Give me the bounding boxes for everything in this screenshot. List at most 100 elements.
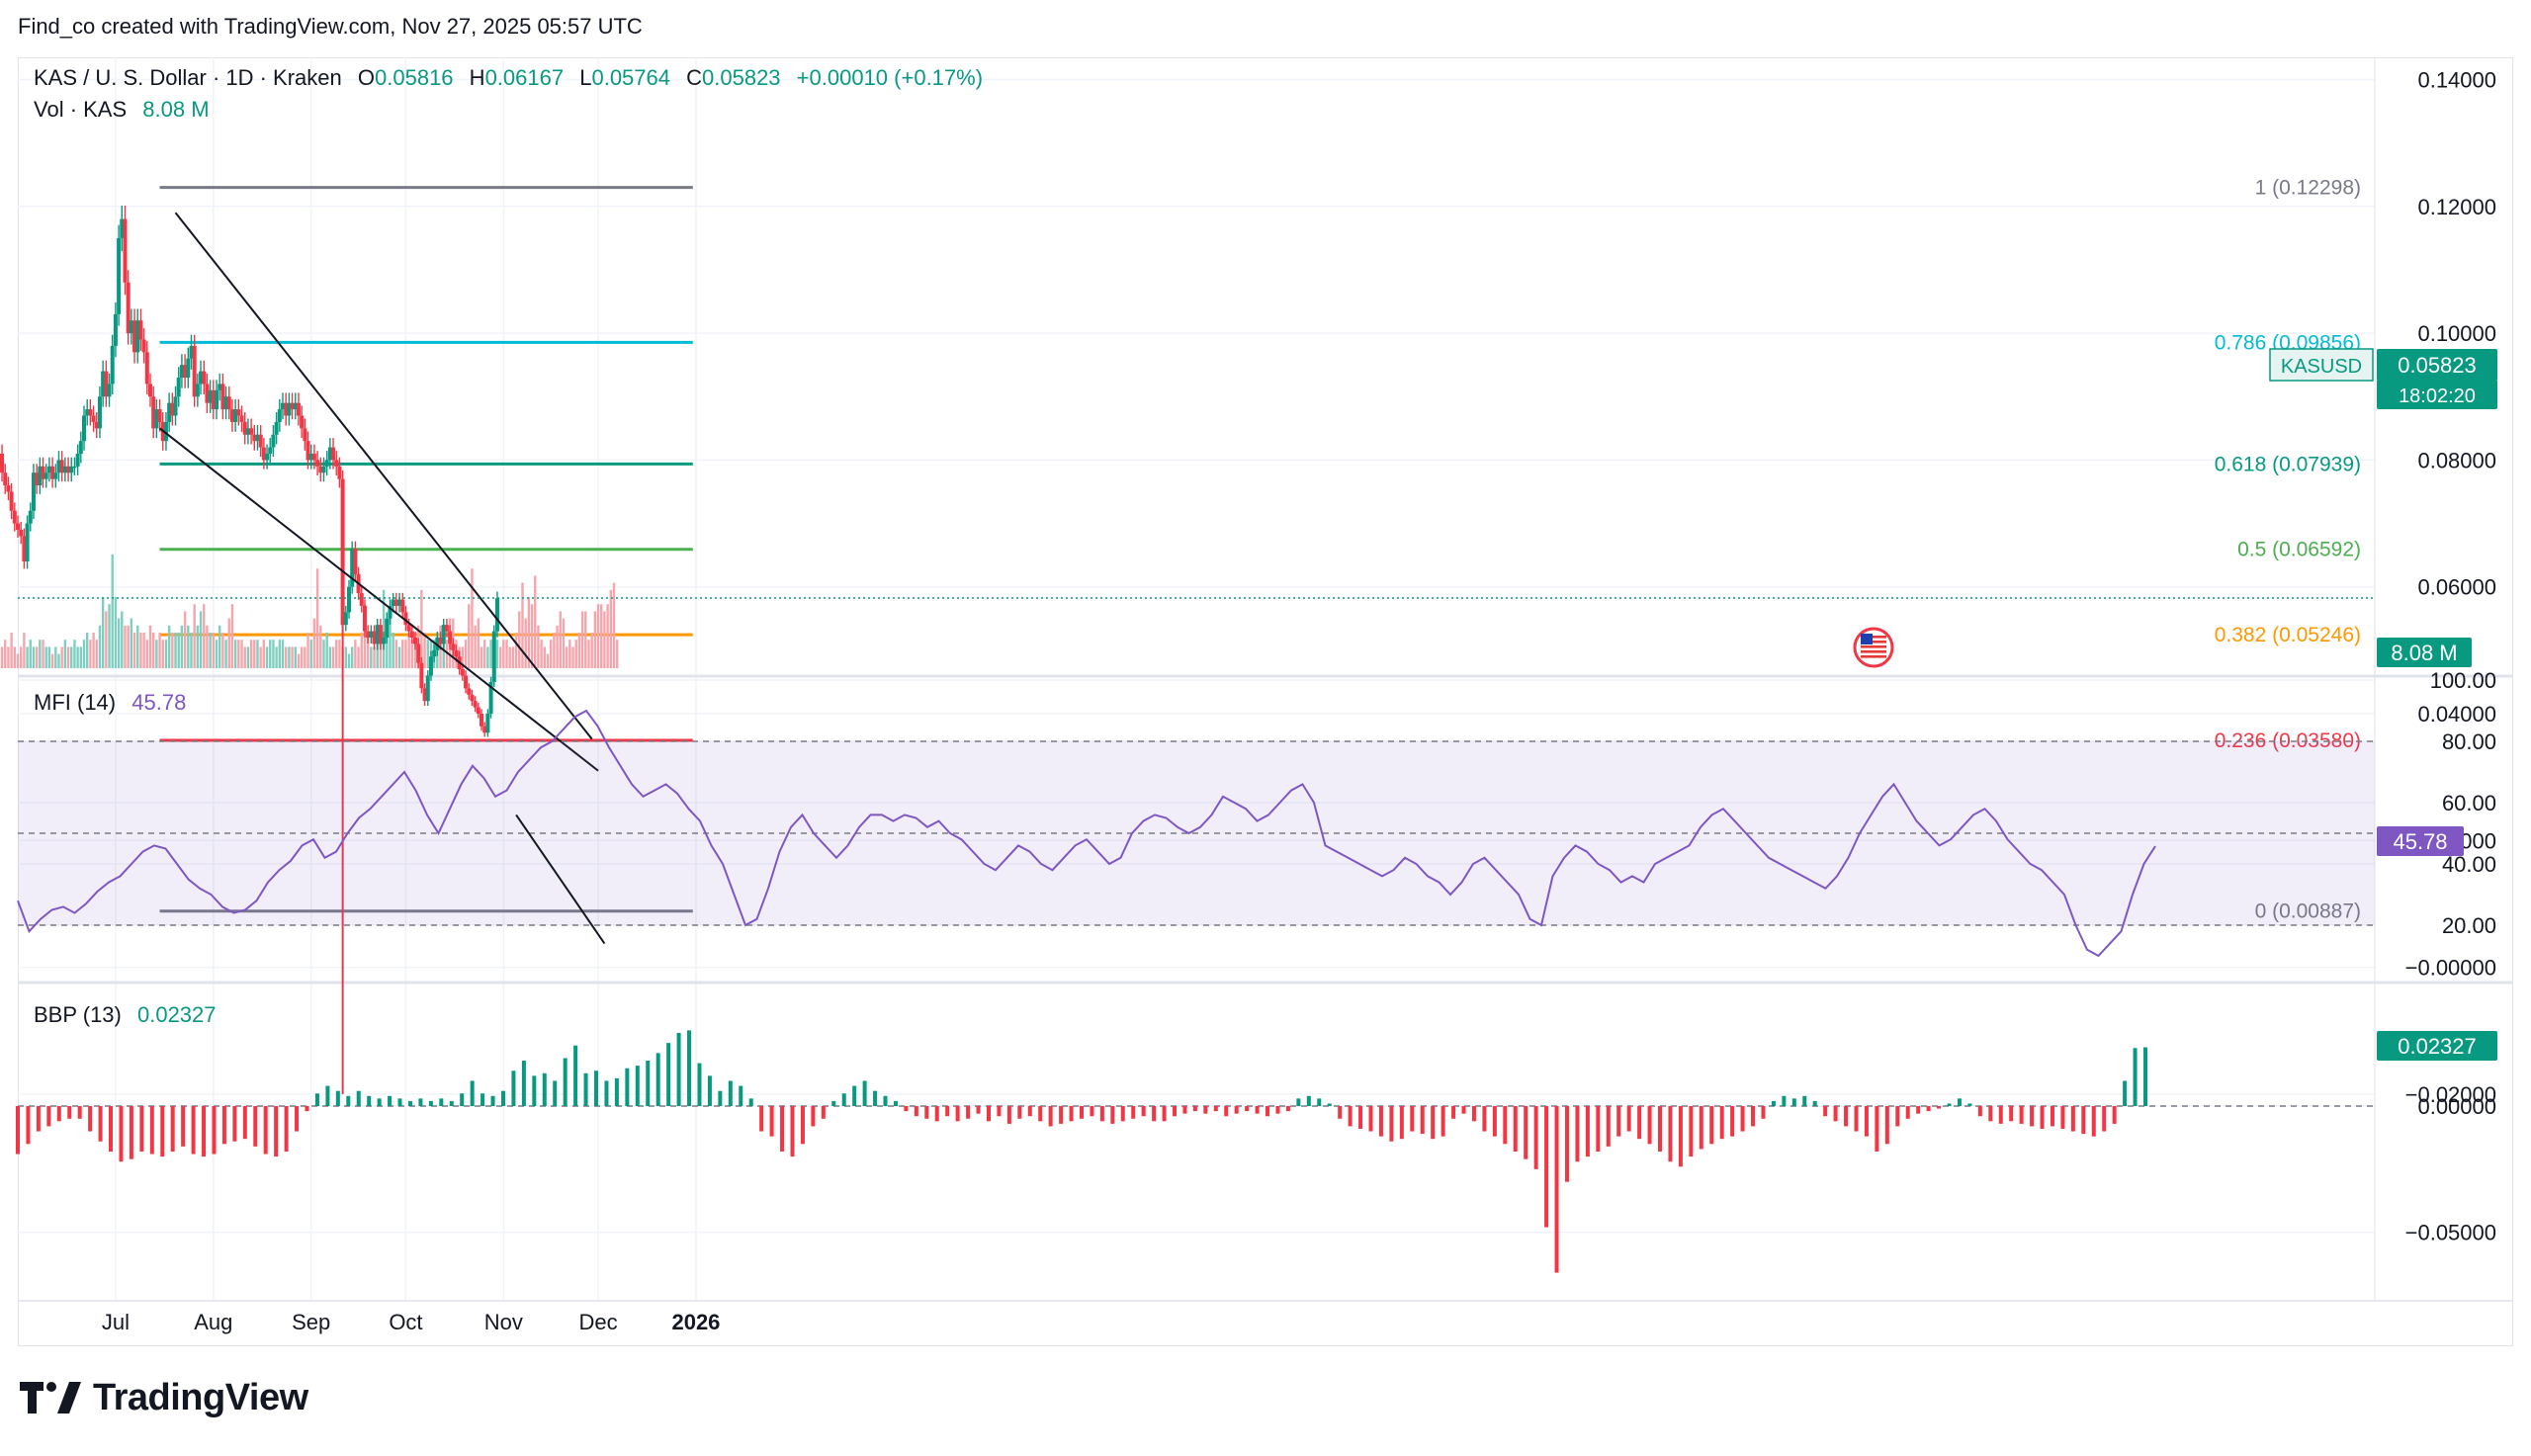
candle-body	[141, 339, 146, 353]
price-tick: 0.06000	[2417, 575, 2496, 600]
bbp-bar	[1740, 1106, 1745, 1132]
bbp-bar	[1575, 1106, 1580, 1162]
volume-bar	[574, 640, 577, 668]
bbp-bar	[666, 1043, 671, 1106]
bbp-bar	[335, 1090, 340, 1106]
bbp-bar	[1090, 1106, 1094, 1117]
bbp-bar	[1616, 1106, 1621, 1137]
bbp-bar	[1895, 1106, 1900, 1127]
tradingview-logo-icon	[20, 1382, 81, 1413]
volume-bar	[190, 633, 193, 668]
candle-body	[59, 460, 64, 473]
candle-body	[494, 598, 499, 632]
bbp-bar	[1059, 1106, 1064, 1124]
symbol-badge-text: KASUSD	[2281, 356, 2362, 378]
bbp-bar	[1689, 1106, 1694, 1157]
price-badge: 0.05823	[2377, 349, 2497, 381]
candle-body	[9, 491, 14, 511]
mfi-line	[17, 709, 2156, 958]
bbp-title[interactable]: BBP (13)	[34, 1002, 122, 1027]
bbp-bar	[1884, 1106, 1889, 1145]
countdown-badge-bg	[2377, 380, 2497, 409]
volume-bar	[464, 640, 468, 668]
candle-body	[464, 675, 469, 689]
bbp-bar	[852, 1085, 857, 1106]
candle-body	[359, 593, 364, 606]
candle-body	[120, 218, 125, 238]
time-tick: 2026	[671, 1310, 720, 1334]
bbp-bar	[997, 1106, 1002, 1117]
symbol-title[interactable]: KAS / U. S. Dollar · 1D · Kraken	[34, 65, 342, 90]
volume-bar	[262, 640, 266, 668]
volume-bar	[495, 640, 499, 668]
volume-bar	[593, 611, 597, 668]
candle-body	[12, 510, 17, 524]
volume-bar	[111, 554, 114, 668]
bbp-bar	[500, 1090, 505, 1106]
volume-label[interactable]: Vol · KAS	[34, 97, 128, 122]
volume-bar	[420, 589, 423, 668]
candle-body	[25, 523, 30, 562]
volume-bar	[114, 597, 118, 668]
volume-bar	[19, 646, 23, 668]
bbp-bar	[170, 1106, 175, 1152]
bbp-bar	[2112, 1106, 2117, 1124]
bbp-bar	[263, 1106, 268, 1155]
volume-bar	[246, 646, 250, 668]
volume-bar	[79, 646, 83, 668]
bbp-bar	[1926, 1106, 1931, 1112]
candle-body	[482, 726, 487, 733]
candle-body	[208, 389, 213, 403]
bbp-bar	[1069, 1106, 1074, 1122]
price-tick: 0.12000	[2417, 195, 2496, 219]
volume-bar	[291, 646, 294, 668]
mfi-title[interactable]: MFI (14)	[34, 690, 117, 715]
volume-bar	[379, 633, 383, 668]
bbp-bar	[1120, 1106, 1125, 1122]
bbp-bar	[2102, 1106, 2107, 1132]
bbp-bar	[2070, 1106, 2075, 1132]
volume-bar	[278, 640, 282, 668]
bbp-bar	[1988, 1106, 1993, 1122]
volume-bar	[29, 640, 32, 668]
bbp-bar	[1875, 1106, 1879, 1152]
bbp-bar	[1048, 1106, 1053, 1127]
bbp-bar	[377, 1098, 382, 1106]
bbp-bar	[1224, 1106, 1229, 1117]
candle-body	[192, 345, 197, 397]
fib-levels: 1 (0.12298)0.786 (0.09856)0.618 (0.07939…	[159, 177, 2361, 923]
bbp-bar	[16, 1106, 20, 1155]
bbp-bar	[934, 1106, 939, 1122]
bbp-bar	[1038, 1106, 1043, 1122]
bbp-bar	[1213, 1106, 1218, 1112]
candle-body	[183, 365, 188, 379]
bbp-bar	[2133, 1048, 2138, 1106]
bbp-bar	[2009, 1106, 2014, 1122]
bbp-bar	[573, 1045, 578, 1106]
candle-body	[78, 441, 83, 454]
candle-body	[422, 688, 427, 702]
volume-bar	[249, 640, 253, 668]
bbp-bar	[1451, 1106, 1456, 1119]
volume-bar	[498, 646, 502, 668]
bbp-bar	[1389, 1106, 1394, 1142]
channel-trendline	[174, 212, 593, 740]
candle-body	[167, 402, 172, 422]
bbp-bar	[139, 1106, 144, 1152]
volume-bar	[215, 640, 218, 668]
candle-body	[303, 428, 307, 442]
volume-bar	[565, 646, 568, 668]
bbp-bar	[1482, 1106, 1487, 1132]
volume-bar	[294, 646, 297, 668]
volume-bar	[230, 604, 234, 668]
candle-body	[397, 599, 402, 606]
candle-body	[249, 428, 254, 435]
candle-body	[406, 625, 411, 632]
volume-bar	[161, 640, 164, 668]
volume-bar	[108, 604, 111, 668]
countdown-badge: 18:02:20	[2377, 380, 2497, 409]
bbp-bar	[1771, 1100, 1776, 1106]
candle-body	[293, 402, 298, 410]
bbp-bar	[955, 1106, 960, 1122]
